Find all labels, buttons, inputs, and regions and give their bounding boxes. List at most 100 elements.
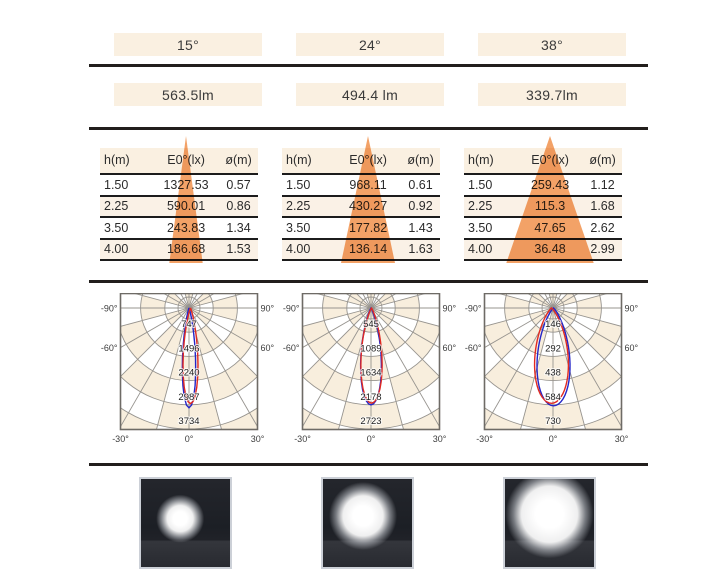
polar-intensity-chart: 146 292 438 584 730 -90° -60° -30° 0° 30° 60° 90° xyxy=(465,293,639,444)
table-cell: 0.86 xyxy=(226,199,251,213)
col-header: E0°(lx) xyxy=(321,154,401,167)
angle-label: -90° xyxy=(465,304,482,314)
beam-column-24: 24° 494.4 lm h(m)E0°(lx)ø(m)1.50968.110.… xyxy=(273,0,459,585)
angle-label: 30° xyxy=(251,434,265,444)
table-header-row: h(m) E0°(lx) ø(m) xyxy=(100,148,258,173)
radial-tick-label: 730 xyxy=(545,416,561,427)
radial-tick-label: 2723 xyxy=(360,416,381,427)
beam-angle-header: 24° xyxy=(296,33,444,56)
beam-angle-header: 38° xyxy=(478,33,626,56)
separator-line xyxy=(89,127,648,130)
angle-label: -60° xyxy=(283,343,300,353)
angle-label: -90° xyxy=(283,304,300,314)
beam-spot-photo xyxy=(321,477,414,569)
polar-grid xyxy=(302,293,440,430)
radial-tick-label: 2987 xyxy=(178,392,199,403)
table-cell: 0.61 xyxy=(408,177,433,192)
separator-line xyxy=(89,280,648,283)
table-cell: 0.92 xyxy=(408,199,433,213)
table-cell: 1.34 xyxy=(226,220,251,235)
table-cell: 1.12 xyxy=(590,177,615,192)
angle-label: -30° xyxy=(476,434,493,444)
angle-label: 0° xyxy=(549,434,558,444)
table-cell: 1.53 xyxy=(226,242,251,256)
table-cell: 3.50 xyxy=(468,220,493,235)
polar-frame xyxy=(483,293,623,431)
radial-tick-label: 3734 xyxy=(178,416,199,427)
table-cell: 4.00 xyxy=(104,242,129,256)
radial-tick-label: 584 xyxy=(545,392,561,403)
table-cell: 2.25 xyxy=(104,199,129,213)
table-cell: 3.50 xyxy=(104,220,129,235)
table-cell: 2.25 xyxy=(286,199,311,213)
table-cell: 4.00 xyxy=(286,242,311,256)
radial-tick-label: 1634 xyxy=(360,368,381,379)
angle-label: -30° xyxy=(294,434,311,444)
angle-label: 0° xyxy=(185,434,194,444)
lumen-value: 339.7lm xyxy=(478,83,626,106)
beam-spot-photo xyxy=(503,477,596,569)
beam-angle-header: 15° xyxy=(114,33,262,56)
polar-grid xyxy=(484,293,622,430)
col-header: h(m) xyxy=(104,153,130,168)
col-header: h(m) xyxy=(468,153,494,168)
lumen-value: 494.4 lm xyxy=(296,83,444,106)
col-header: ø(m) xyxy=(407,153,434,168)
polar-grid xyxy=(120,293,258,430)
angle-label: 90° xyxy=(625,304,639,314)
radial-tick-label: 2240 xyxy=(178,368,199,379)
radial-tick-label: 2178 xyxy=(360,392,381,403)
intensity-blue-curve xyxy=(536,307,571,407)
table-cell: 1.68 xyxy=(590,199,615,213)
table-cell: 0.57 xyxy=(226,177,251,192)
angle-label: 90° xyxy=(261,304,275,314)
intensity-red-curve xyxy=(360,307,383,404)
angle-label: -90° xyxy=(101,304,118,314)
polar-frame xyxy=(119,293,259,431)
radial-tick-label: 438 xyxy=(545,368,561,379)
separator-line xyxy=(89,463,648,466)
table-header-row: h(m) E0°(lx) ø(m) xyxy=(282,148,440,173)
angle-label: -60° xyxy=(465,343,482,353)
beam-spot-photo xyxy=(139,477,232,569)
radial-tick-label: 545 xyxy=(363,319,379,330)
table-cell: 2.99 xyxy=(590,242,615,256)
col-header: E0°(lx) xyxy=(139,154,219,167)
angle-label: 60° xyxy=(261,343,275,353)
angle-label: 90° xyxy=(443,304,457,314)
radial-tick-label: 1089 xyxy=(360,343,381,354)
intensity-red-curve xyxy=(533,307,570,405)
lumen-value: 563.5lm xyxy=(114,83,262,106)
polar-intensity-chart: 545 1089 1634 2178 2723 -90° -60° -30° 0° 30° 60° 9… xyxy=(283,293,457,444)
angle-label: -30° xyxy=(112,434,129,444)
illuminance-table: h(m)E0°(lx)ø(m)1.501327.530.572.25590.01… xyxy=(100,148,258,261)
table-cell: 1.50 xyxy=(104,177,129,192)
beam-column-15: 15° 563.5lm h(m)E0°(lx)ø(m)1.501327.530.… xyxy=(91,0,277,585)
col-header: h(m) xyxy=(286,153,312,168)
angle-label: 60° xyxy=(625,343,639,353)
table-cell: 2.25 xyxy=(468,199,493,213)
table-cell: 1.50 xyxy=(286,177,311,192)
angle-label: -60° xyxy=(101,343,118,353)
table-cell: 2.62 xyxy=(590,220,615,235)
col-header: ø(m) xyxy=(589,153,616,168)
angle-label: 30° xyxy=(433,434,447,444)
separator-line xyxy=(89,64,648,67)
radial-tick-label: 146 xyxy=(545,319,561,330)
polar-frame xyxy=(301,293,441,431)
beam-column-38: 38° 339.7lm h(m)E0°(lx)ø(m)1.50259.431.1… xyxy=(455,0,641,585)
angle-label: 30° xyxy=(615,434,629,444)
polar-intensity-chart: 747 1496 2240 2987 3734 -90° -60° -30° 0° 30° 60° 9… xyxy=(101,293,275,444)
radial-tick-label: 1496 xyxy=(178,343,199,354)
table-cell: 1.43 xyxy=(408,220,433,235)
angle-label: 60° xyxy=(443,343,457,353)
radial-tick-label: 747 xyxy=(181,319,197,330)
angle-label: 0° xyxy=(367,434,376,444)
col-header: ø(m) xyxy=(225,153,252,168)
table-cell: 1.50 xyxy=(468,177,493,192)
table-cell: 4.00 xyxy=(468,242,493,256)
table-cell: 1.63 xyxy=(408,242,433,256)
radial-tick-label: 292 xyxy=(545,343,561,354)
table-cell: 3.50 xyxy=(286,220,311,235)
